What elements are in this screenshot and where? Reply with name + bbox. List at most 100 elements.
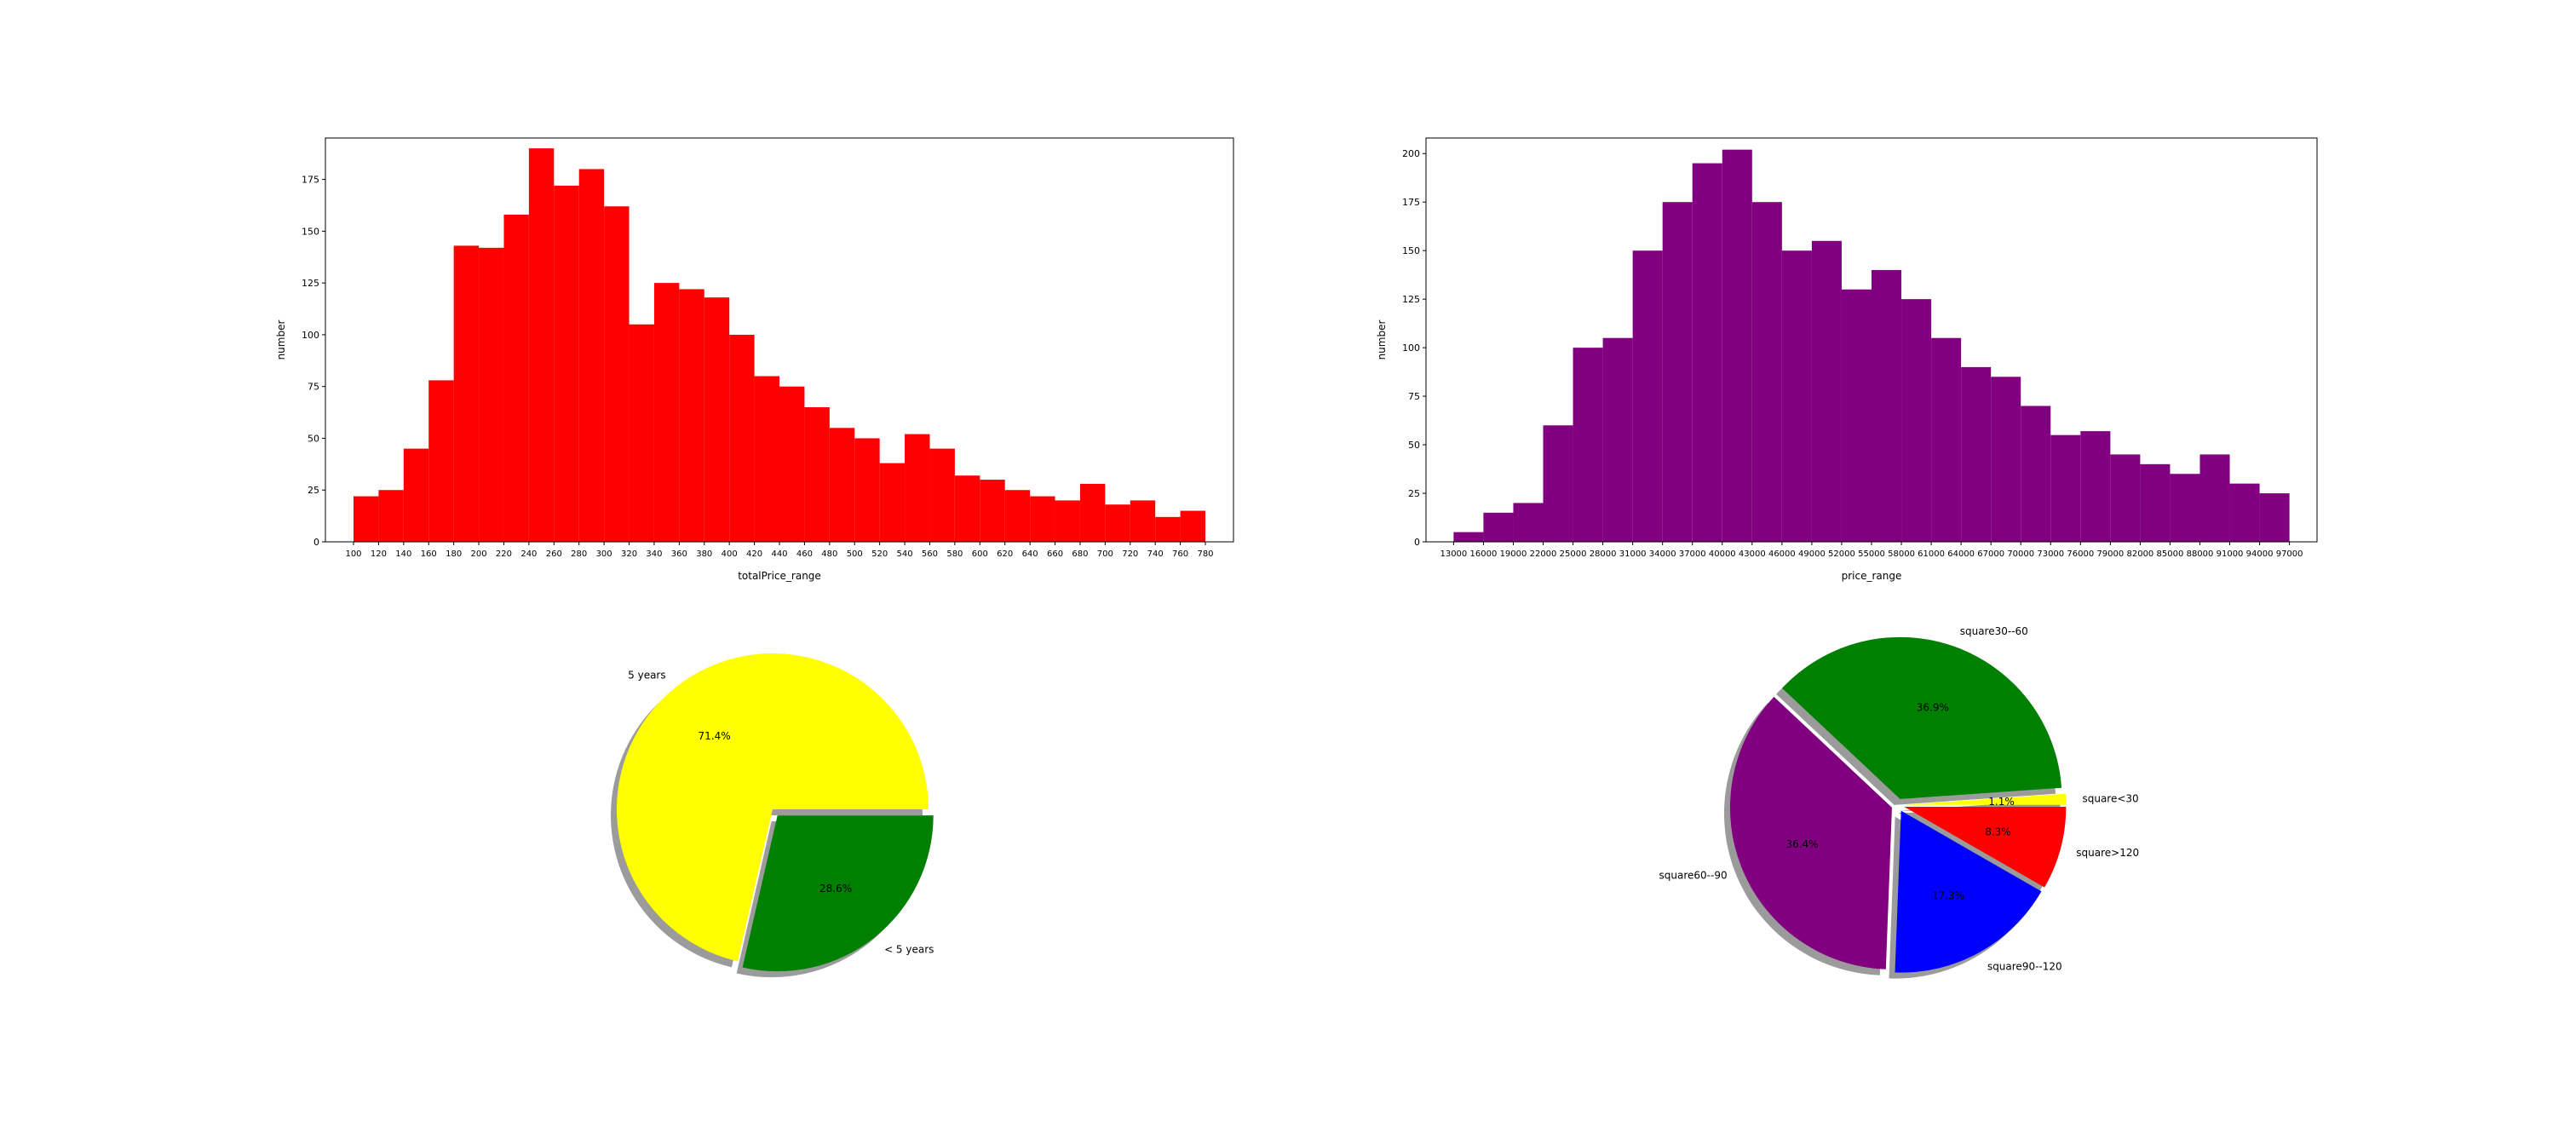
svg-text:460: 460 xyxy=(796,549,813,559)
svg-text:150: 150 xyxy=(1402,245,1420,256)
svg-text:180: 180 xyxy=(446,549,462,559)
svg-text:61000: 61000 xyxy=(1918,549,1945,559)
pie-age: 5 years 71.4% < 5 years 28.6% xyxy=(528,630,1039,997)
pie-square-svg: square<30 1.1% square30--60 36.9% square60--… xyxy=(1659,625,2139,979)
svg-text:55000: 55000 xyxy=(1858,549,1885,559)
svg-text:220: 220 xyxy=(496,549,512,559)
svg-text:260: 260 xyxy=(546,549,562,559)
histogram-price-svg: 0 25 50 75 100 125 150 175 200 13000 16000 19000 220… xyxy=(1376,137,2318,582)
svg-text:400: 400 xyxy=(722,549,738,559)
svg-text:150: 150 xyxy=(302,226,319,237)
svg-text:17.3%: 17.3% xyxy=(1932,889,1964,901)
svg-text:34000: 34000 xyxy=(1649,549,1676,559)
svg-text:16000: 16000 xyxy=(1470,549,1498,559)
svg-text:square60--90: square60--90 xyxy=(1659,869,1728,881)
svg-text:175: 175 xyxy=(302,175,319,186)
svg-text:94000: 94000 xyxy=(2246,549,2274,559)
svg-text:600: 600 xyxy=(972,549,988,559)
svg-text:300: 300 xyxy=(596,549,612,559)
svg-text:43000: 43000 xyxy=(1739,549,1766,559)
svg-text:28000: 28000 xyxy=(1590,549,1617,559)
svg-text:82000: 82000 xyxy=(2126,549,2153,559)
svg-text:52000: 52000 xyxy=(1828,549,1855,559)
svg-text:28.6%: 28.6% xyxy=(819,883,852,895)
svg-text:580: 580 xyxy=(946,549,963,559)
histogram-price: 0 25 50 75 100 125 150 175 200 13000 16000 19000 220… xyxy=(1373,126,2327,586)
svg-text:67000: 67000 xyxy=(1977,549,2004,559)
svg-text:175: 175 xyxy=(1402,197,1420,208)
svg-text:0: 0 xyxy=(1414,537,1420,548)
svg-text:square90--120: square90--120 xyxy=(1987,960,2062,972)
svg-text:number: number xyxy=(1376,320,1388,360)
svg-text:49000: 49000 xyxy=(1798,549,1826,559)
svg-text:25: 25 xyxy=(308,485,319,496)
svg-text:700: 700 xyxy=(1097,549,1113,559)
svg-text:79000: 79000 xyxy=(2096,549,2124,559)
svg-text:560: 560 xyxy=(922,549,938,559)
svg-text:660: 660 xyxy=(1047,549,1063,559)
svg-text:price_range: price_range xyxy=(1842,570,1902,582)
svg-text:720: 720 xyxy=(1122,549,1138,559)
svg-text:square30--60: square30--60 xyxy=(1960,625,2028,637)
svg-text:square<30: square<30 xyxy=(2082,793,2138,805)
svg-text:25000: 25000 xyxy=(1560,549,1587,559)
svg-text:40000: 40000 xyxy=(1709,549,1736,559)
histogram-totalprice: 0 25 50 75 100 125 150 175 100 120 140 160 180 200 220… xyxy=(273,126,1244,586)
svg-text:100: 100 xyxy=(302,330,319,341)
svg-text:1.1%: 1.1% xyxy=(1988,796,2015,808)
svg-text:740: 740 xyxy=(1147,549,1164,559)
svg-text:240: 240 xyxy=(520,549,537,559)
svg-text:125: 125 xyxy=(302,278,319,289)
svg-text:88000: 88000 xyxy=(2187,549,2214,559)
svg-text:100: 100 xyxy=(1402,342,1420,354)
svg-text:75: 75 xyxy=(308,382,319,393)
svg-text:75: 75 xyxy=(1408,391,1420,402)
svg-text:540: 540 xyxy=(897,549,913,559)
svg-text:50: 50 xyxy=(308,433,319,444)
svg-text:620: 620 xyxy=(997,549,1013,559)
svg-text:160: 160 xyxy=(421,549,437,559)
svg-text:36.4%: 36.4% xyxy=(1785,838,1818,850)
svg-text:50: 50 xyxy=(1408,440,1420,451)
svg-text:85000: 85000 xyxy=(2157,549,2184,559)
svg-text:91000: 91000 xyxy=(2217,549,2244,559)
svg-text:780: 780 xyxy=(1197,549,1213,559)
svg-text:31000: 31000 xyxy=(1619,549,1647,559)
svg-text:640: 640 xyxy=(1022,549,1038,559)
svg-text:320: 320 xyxy=(621,549,637,559)
svg-text:200: 200 xyxy=(1402,148,1420,159)
svg-text:37000: 37000 xyxy=(1679,549,1706,559)
svg-text:500: 500 xyxy=(847,549,863,559)
pie-square: square<30 1.1% square30--60 36.9% square60--… xyxy=(1627,596,2240,1005)
svg-text:totalPrice_range: totalPrice_range xyxy=(738,570,821,582)
svg-text:380: 380 xyxy=(696,549,712,559)
svg-text:76000: 76000 xyxy=(2067,549,2094,559)
svg-text:200: 200 xyxy=(471,549,487,559)
svg-text:100: 100 xyxy=(345,549,361,559)
svg-text:97000: 97000 xyxy=(2276,549,2303,559)
svg-text:25: 25 xyxy=(1408,488,1420,499)
svg-text:22000: 22000 xyxy=(1530,549,1557,559)
svg-text:360: 360 xyxy=(671,549,687,559)
svg-text:71.4%: 71.4% xyxy=(699,730,731,742)
svg-text:520: 520 xyxy=(871,549,888,559)
svg-text:140: 140 xyxy=(395,549,411,559)
svg-text:125: 125 xyxy=(1402,294,1420,305)
svg-text:19000: 19000 xyxy=(1500,549,1527,559)
histogram-totalprice-svg: 0 25 50 75 100 125 150 175 100 120 140 160 180 200 220… xyxy=(275,137,1234,582)
svg-text:5 years: 5 years xyxy=(628,670,665,682)
svg-text:680: 680 xyxy=(1072,549,1088,559)
svg-text:58000: 58000 xyxy=(1888,549,1915,559)
svg-text:0: 0 xyxy=(313,537,319,548)
svg-text:73000: 73000 xyxy=(2037,549,2064,559)
svg-text:70000: 70000 xyxy=(2007,549,2034,559)
svg-text:120: 120 xyxy=(371,549,387,559)
svg-text:64000: 64000 xyxy=(1947,549,1975,559)
svg-text:280: 280 xyxy=(571,549,587,559)
svg-text:square>120: square>120 xyxy=(2076,847,2139,859)
svg-text:420: 420 xyxy=(746,549,762,559)
svg-text:< 5 years: < 5 years xyxy=(884,944,934,956)
pie-age-svg: 5 years 71.4% < 5 years 28.6% xyxy=(611,653,934,978)
svg-text:760: 760 xyxy=(1172,549,1188,559)
svg-text:number: number xyxy=(275,320,287,360)
